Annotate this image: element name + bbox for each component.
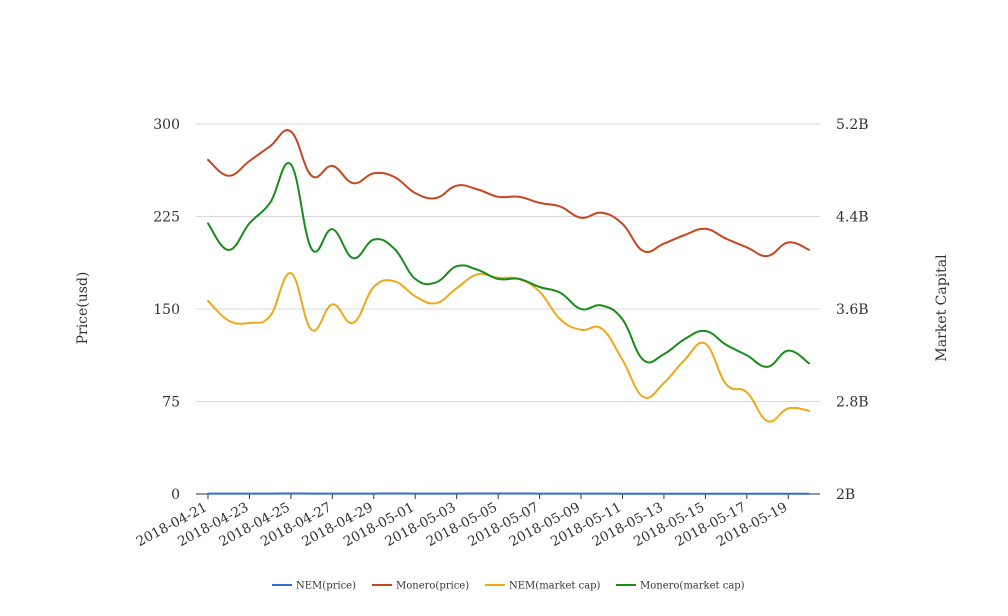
right-tick-label: 2.8B — [836, 395, 869, 411]
x-axis-ticks: 2018-04-212018-04-232018-04-252018-04-27… — [134, 494, 790, 550]
left-axis-ticks: 0 75 150 225 300 — [153, 117, 180, 503]
left-tick-label: 150 — [153, 302, 180, 318]
series-lines — [207, 129, 810, 495]
grid — [196, 123, 820, 495]
left-tick-label: 225 — [153, 210, 180, 226]
legend: NEM(price) Monero(price) NEM(market cap) Mo… — [272, 581, 745, 592]
legend-label: Monero(market cap) — [640, 581, 745, 592]
legend-label: NEM(price) — [296, 581, 356, 592]
left-tick-label: 75 — [162, 395, 180, 411]
right-axis-ticks: 2B 2.8B 3.6B 4.4B 5.2B — [836, 117, 869, 503]
right-tick-label: 3.6B — [836, 302, 869, 318]
series-line-monero-price — [207, 129, 810, 258]
left-axis-title: Price(usd) — [75, 272, 91, 345]
series-line-monero-market-cap — [207, 161, 810, 368]
left-tick-label: 300 — [153, 117, 180, 133]
right-axis-title: Market Capital — [934, 254, 950, 362]
legend-label: NEM(market cap) — [509, 581, 601, 592]
legend-label: Monero(price) — [396, 581, 469, 592]
right-tick-label: 2B — [836, 487, 855, 503]
series-line-nem-market-cap — [207, 272, 810, 423]
left-tick-label: 0 — [171, 487, 180, 503]
right-tick-label: 5.2B — [836, 117, 869, 133]
right-tick-label: 4.4B — [836, 210, 869, 226]
